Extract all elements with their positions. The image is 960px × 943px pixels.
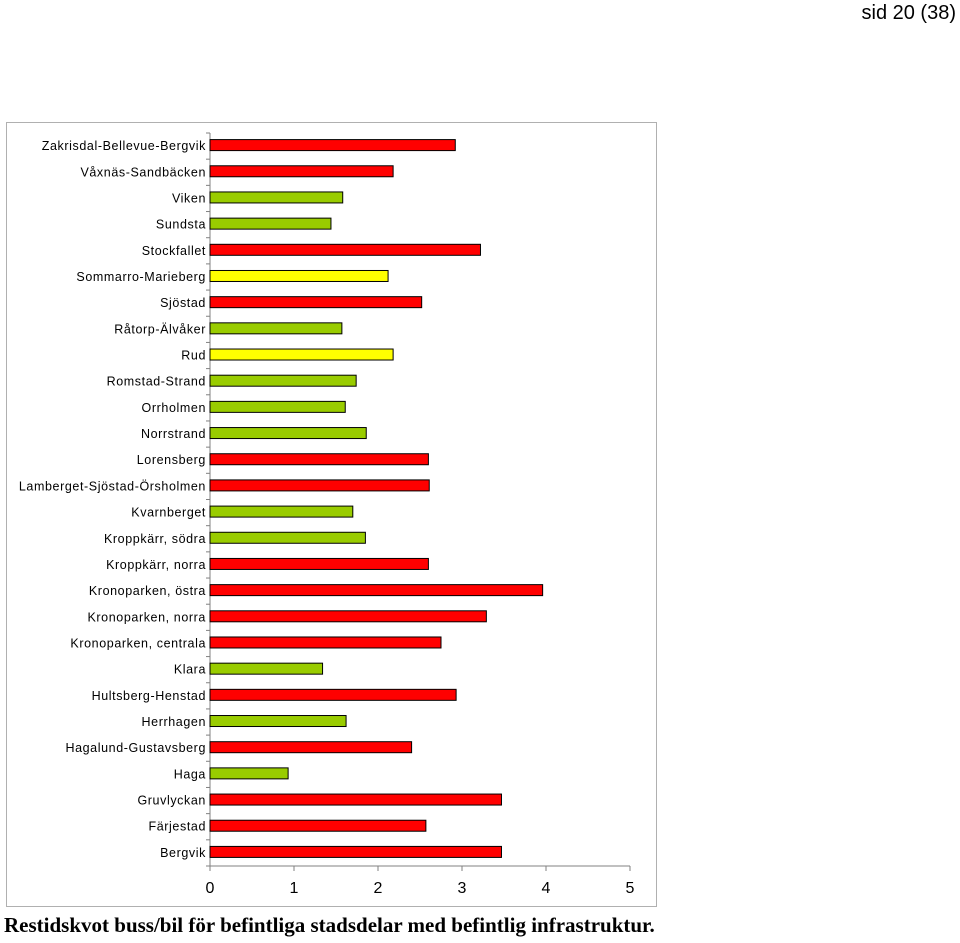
category-label: Kroppkärr, södra bbox=[104, 532, 206, 546]
category-label: Sommarro-Marieberg bbox=[76, 270, 206, 284]
bar bbox=[209, 610, 487, 623]
value-tick-label: 5 bbox=[626, 880, 635, 897]
category-label: Viken bbox=[172, 191, 206, 205]
category-label: Sundsta bbox=[156, 218, 206, 232]
category-label: Rud bbox=[181, 349, 206, 363]
bar bbox=[209, 793, 502, 806]
bar bbox=[209, 427, 367, 440]
bar bbox=[209, 453, 429, 466]
category-label: Våxnäs-Sandbäcken bbox=[80, 165, 206, 179]
bar bbox=[209, 819, 427, 832]
category-label: Kvarnberget bbox=[131, 506, 206, 520]
figure-caption: Restidskvot buss/bil för befintliga stad… bbox=[4, 913, 655, 937]
category-label: Lorensberg bbox=[137, 453, 206, 467]
bar bbox=[209, 217, 332, 230]
bar bbox=[209, 584, 544, 597]
page-number: sid 20 (38) bbox=[861, 2, 957, 24]
category-label: Kronoparken, norra bbox=[87, 610, 206, 624]
bar bbox=[209, 374, 357, 387]
bar bbox=[209, 165, 394, 178]
bar bbox=[209, 741, 413, 754]
bar bbox=[209, 531, 366, 544]
category-label: Bergvik bbox=[160, 846, 206, 860]
bar bbox=[209, 845, 502, 858]
bar bbox=[209, 243, 481, 256]
category-label: Romstad-Strand bbox=[107, 375, 206, 389]
category-label: Kronoparken, östra bbox=[89, 584, 206, 598]
value-tick-label: 1 bbox=[290, 880, 299, 897]
value-tick-label: 3 bbox=[458, 880, 467, 897]
category-label: Kronoparken, centrala bbox=[70, 636, 206, 650]
category-label: Norrstrand bbox=[141, 427, 206, 441]
category-label: Hagalund-Gustavsberg bbox=[65, 741, 206, 755]
bar bbox=[209, 269, 389, 282]
category-label: Gruvlyckan bbox=[137, 794, 206, 808]
bar bbox=[209, 636, 442, 649]
bar bbox=[209, 322, 343, 335]
bar bbox=[209, 479, 430, 492]
bar bbox=[209, 662, 324, 675]
category-label: Klara bbox=[174, 663, 206, 677]
category-label: Lamberget-Sjöstad-Örsholmen bbox=[19, 479, 206, 493]
chart-frame: Zakrisdal-Bellevue-Bergvik Våxnäs-Sandbäc… bbox=[6, 122, 657, 907]
bar bbox=[209, 505, 354, 518]
category-label: Färjestad bbox=[148, 820, 206, 834]
category-label: Zakrisdal-Bellevue-Bergvik bbox=[42, 139, 206, 153]
category-label: Haga bbox=[174, 767, 206, 781]
value-tick-label: 2 bbox=[374, 880, 383, 897]
category-label: Stockfallet bbox=[142, 244, 206, 258]
bar bbox=[209, 767, 289, 780]
category-label: Sjöstad bbox=[160, 296, 206, 310]
bar bbox=[209, 400, 346, 413]
bar bbox=[209, 191, 344, 204]
bar bbox=[209, 688, 457, 701]
bar bbox=[209, 296, 423, 309]
bar bbox=[209, 139, 456, 152]
bar bbox=[209, 557, 429, 570]
value-tick-label: 0 bbox=[206, 880, 215, 897]
bar bbox=[209, 715, 347, 728]
bar-chart: Zakrisdal-Bellevue-Bergvik Våxnäs-Sandbäc… bbox=[19, 132, 635, 897]
category-label: Kroppkärr, norra bbox=[106, 558, 206, 572]
bar bbox=[209, 348, 394, 361]
category-label: Hultsberg-Henstad bbox=[92, 689, 206, 703]
category-label: Herrhagen bbox=[142, 715, 206, 729]
category-label: Orrholmen bbox=[142, 401, 206, 415]
category-label: Råtorp-Älvåker bbox=[114, 322, 206, 336]
value-tick-label: 4 bbox=[542, 880, 551, 897]
